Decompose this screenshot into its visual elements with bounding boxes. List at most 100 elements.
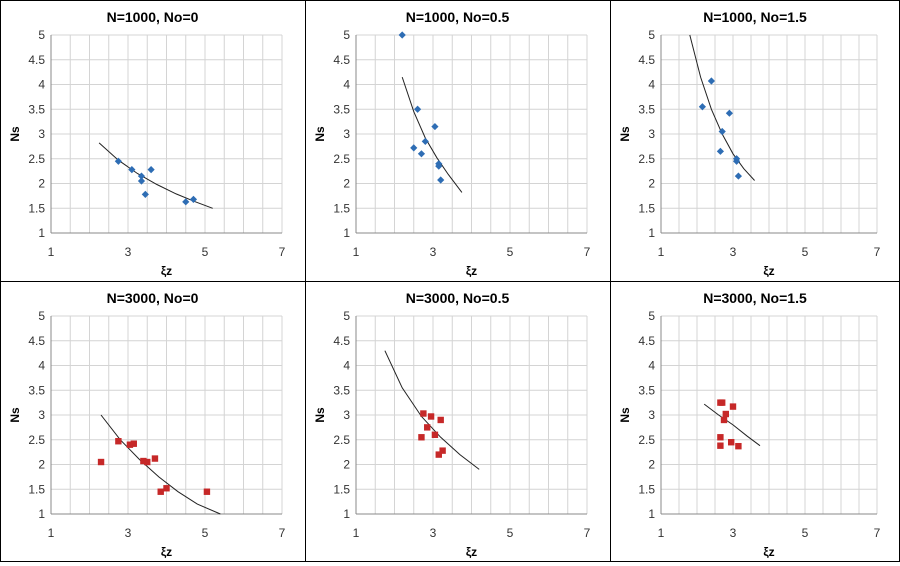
- chart-panel-3: N=1000, No=1.5 1 1.5 2 2.5 3 3.5 4 4.5 5 1 3 5 7 ξz Ns: [610, 0, 900, 282]
- data-point: [398, 31, 406, 39]
- x-tick-label: 3: [125, 526, 132, 540]
- data-point: [115, 438, 122, 445]
- y-tick-label: 2: [648, 458, 655, 472]
- data-point: [182, 198, 190, 206]
- y-tick-label: 1.5: [333, 482, 350, 496]
- data-point: [130, 440, 137, 447]
- chart-svg-4: N=3000, No=0 1 1.5 2 2.5 3 3.5 4 4.5 5 1 3 5 7 ξz Ns: [8, 290, 286, 559]
- y-axis-label: Ns: [618, 126, 632, 142]
- data-point: [437, 416, 444, 424]
- x-axis-label: ξz: [466, 545, 477, 559]
- chart-title: N=1000, No=0.5: [406, 9, 510, 25]
- data-point: [163, 485, 170, 492]
- y-tick-label: 1: [648, 507, 655, 521]
- data-point: [437, 176, 445, 184]
- y-tick-label: 1: [343, 507, 350, 521]
- data-point: [141, 190, 149, 198]
- y-tick-label: 3.5: [638, 102, 655, 116]
- y-tick-label: 2: [343, 177, 350, 191]
- y-tick-label: 5: [38, 28, 45, 42]
- y-tick-label: 4.5: [333, 53, 350, 67]
- y-tick-label: 5: [648, 309, 655, 323]
- chart-title: N=1000, No=0: [107, 9, 199, 25]
- x-axis-label: ξz: [763, 545, 774, 559]
- x-tick-label: 7: [874, 245, 881, 259]
- x-tick-label: 1: [658, 245, 665, 259]
- x-tick-label: 5: [802, 526, 809, 540]
- data-point: [707, 77, 715, 85]
- y-tick-label: 5: [343, 309, 350, 323]
- y-tick-label: 1.5: [638, 482, 655, 496]
- y-tick-label: 3: [38, 127, 45, 141]
- y-tick-label: 2: [343, 458, 350, 472]
- chart-panel-2: N=1000, No=0.5 1 1.5 2 2.5 3 3.5 4 4.5 5 1 3 5 7 ξz Ns: [305, 0, 611, 282]
- gridlines: [355, 34, 588, 234]
- data-point: [728, 439, 735, 446]
- data-point: [147, 166, 155, 174]
- x-tick-label: 1: [658, 526, 665, 540]
- x-tick-label: 3: [430, 526, 437, 540]
- x-tick-label: 7: [584, 245, 591, 259]
- y-tick-label: 4.5: [638, 334, 655, 348]
- chart-panel-5: N=3000, No=0.5 1 1.5 2 2.5 3 3.5 4 4.5 5 1 3 5 7 ξz Ns: [305, 281, 611, 562]
- x-tick-label: 5: [202, 245, 209, 259]
- y-tick-label: 1.5: [28, 482, 45, 496]
- y-tick-label: 2.5: [638, 152, 655, 166]
- chart-svg-5: N=3000, No=0.5 1 1.5 2 2.5 3 3.5 4 4.5 5 1 3 5 7 ξz Ns: [313, 290, 591, 559]
- x-axis-label: ξz: [466, 264, 477, 278]
- data-point: [114, 157, 122, 165]
- y-tick-label: 1.5: [638, 201, 655, 215]
- fit-curve: [703, 403, 761, 447]
- x-tick-label: 5: [802, 245, 809, 259]
- fit-curve: [401, 76, 463, 193]
- data-point: [431, 122, 439, 131]
- y-tick-label: 4.5: [28, 334, 45, 348]
- data-point: [203, 488, 211, 495]
- x-tick-label: 3: [730, 526, 737, 540]
- data-point: [424, 424, 431, 431]
- data-point: [417, 150, 426, 158]
- y-tick-label: 3: [343, 127, 350, 141]
- y-axis-label: Ns: [8, 126, 22, 142]
- gridlines: [355, 315, 588, 515]
- x-tick-label: 7: [874, 526, 881, 540]
- y-tick-label: 2: [38, 458, 45, 472]
- y-tick-label: 2: [38, 177, 45, 191]
- y-tick-label: 2.5: [333, 152, 350, 166]
- data-point: [735, 442, 742, 450]
- y-tick-label: 4: [648, 78, 655, 92]
- y-tick-label: 2.5: [28, 433, 45, 447]
- data-point: [189, 195, 198, 203]
- chart-panel-6: N=3000, No=1.5 1 1.5 2 2.5 3 3.5 4 4.5 5 1 3 5 7 ξz Ns: [610, 281, 900, 562]
- gridlines: [660, 34, 878, 234]
- data-point: [431, 431, 439, 438]
- y-tick-label: 4.5: [638, 53, 655, 67]
- data-point: [128, 166, 136, 174]
- y-tick-label: 4: [648, 359, 655, 373]
- x-tick-label: 3: [730, 245, 737, 259]
- x-tick-label: 3: [125, 245, 132, 259]
- y-tick-label: 4: [343, 78, 350, 92]
- y-tick-label: 3: [648, 408, 655, 422]
- chart-svg-2: N=1000, No=0.5 1 1.5 2 2.5 3 3.5 4 4.5 5 1 3 5 7 ξz Ns: [313, 9, 591, 278]
- data-point: [725, 109, 733, 117]
- data-point: [137, 177, 146, 185]
- y-tick-label: 4.5: [28, 53, 45, 67]
- chart-title: N=3000, No=0.5: [406, 290, 510, 306]
- x-tick-label: 1: [353, 526, 360, 540]
- y-tick-label: 1.5: [333, 201, 350, 215]
- data-point: [126, 441, 134, 448]
- y-tick-label: 1: [343, 226, 350, 240]
- x-axis-label: ξz: [161, 264, 172, 278]
- y-axis-label: Ns: [618, 407, 632, 423]
- y-tick-label: 4.5: [333, 334, 350, 348]
- chart-title: N=1000, No=1.5: [703, 9, 807, 25]
- y-axis-label: Ns: [313, 126, 327, 142]
- x-tick-label: 3: [430, 245, 437, 259]
- data-point: [144, 458, 151, 466]
- y-axis-label: Ns: [8, 407, 22, 423]
- y-tick-label: 3.5: [333, 102, 350, 116]
- chart-svg-3: N=1000, No=1.5 1 1.5 2 2.5 3 3.5 4 4.5 5 1 3 5 7 ξz Ns: [618, 9, 881, 278]
- y-tick-label: 4: [343, 359, 350, 373]
